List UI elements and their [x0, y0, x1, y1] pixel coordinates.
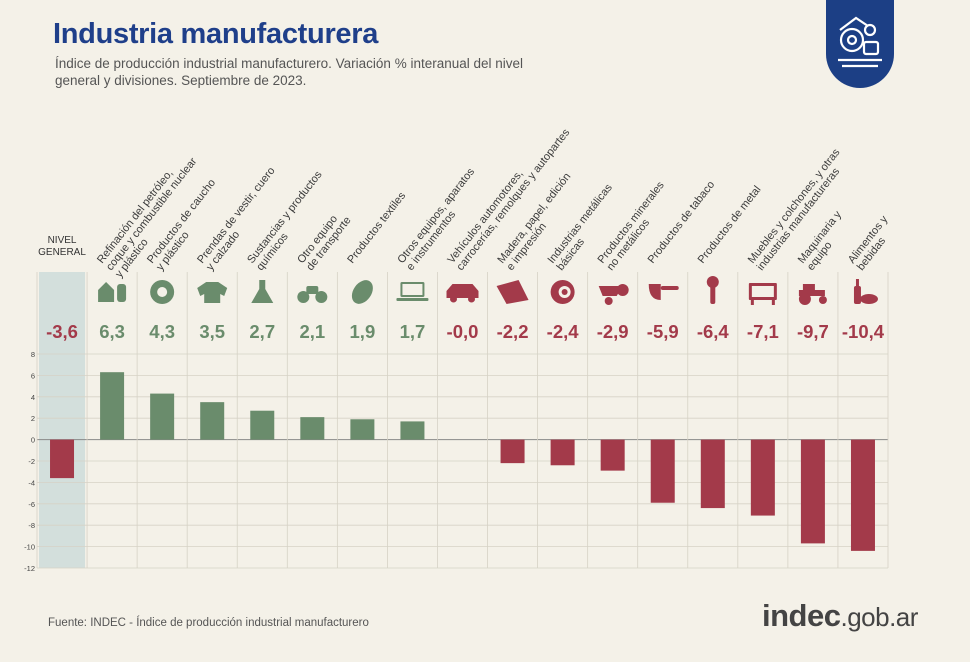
refinery-icon: [98, 282, 127, 302]
bar: [400, 421, 425, 440]
y-tick-label: 2: [31, 414, 35, 423]
value-label: -6,4: [697, 321, 730, 342]
bar: [700, 439, 725, 509]
furniture-icon: [748, 283, 777, 305]
bar: [850, 439, 875, 551]
bar: [800, 439, 825, 544]
value-label: 3,5: [199, 321, 225, 342]
bar: [750, 439, 775, 516]
metal-coil-icon: [550, 280, 575, 304]
bar: [250, 410, 275, 440]
motorcycle-icon: [297, 286, 328, 303]
value-label: -7,1: [747, 321, 779, 342]
y-tick-label: -8: [28, 521, 35, 530]
y-tick-label: -2: [28, 457, 35, 466]
factory-gear-icon: [838, 16, 882, 68]
wrench-icon: [706, 276, 719, 304]
value-label: -5,9: [647, 321, 679, 342]
brand-name: indec: [762, 598, 841, 633]
y-tick-label: -10: [24, 543, 35, 552]
page-title: Industria manufacturera: [53, 18, 379, 50]
value-label: 1,7: [400, 321, 426, 342]
y-tick-label: -4: [28, 478, 35, 487]
sweater-icon: [197, 282, 228, 303]
value-label: -10,4: [842, 321, 885, 342]
category-label: NIVEL: [48, 235, 77, 246]
flask-icon: [251, 280, 274, 303]
y-tick-label: 4: [31, 393, 35, 402]
wheelbarrow-icon: [598, 284, 629, 305]
bar: [600, 439, 625, 471]
pipe-icon: [648, 284, 679, 300]
value-label: 2,7: [249, 321, 275, 342]
source-note: Fuente: INDEC - Índice de producción ind…: [48, 617, 369, 629]
value-label: -2,4: [547, 321, 580, 342]
tractor-icon: [798, 284, 827, 305]
bar: [550, 439, 575, 466]
bar: [650, 439, 675, 503]
value-label: -0,0: [447, 321, 479, 342]
value-label: -2,9: [597, 321, 629, 342]
y-tick-label: 6: [31, 371, 35, 380]
y-tick-label: 0: [31, 436, 35, 445]
highlight-band: [39, 272, 86, 568]
value-label: -2,2: [497, 321, 529, 342]
bar: [150, 393, 175, 440]
tire-icon: [150, 280, 175, 304]
value-label: -3,6: [46, 321, 78, 342]
y-tick-label: -6: [28, 500, 35, 509]
car-icon: [446, 284, 479, 303]
bar: [300, 417, 325, 440]
value-label: 6,3: [99, 321, 125, 342]
y-tick-label: -12: [24, 564, 35, 573]
bar: [50, 439, 75, 479]
category-label: GENERAL: [38, 247, 86, 258]
bar: [200, 402, 225, 440]
value-label: 1,9: [350, 321, 376, 342]
laptop-icon: [396, 282, 429, 301]
bar: [350, 419, 375, 440]
brand-domain: .gob.ar: [840, 602, 918, 632]
bar: [100, 372, 125, 440]
industry-badge: [826, 0, 894, 88]
value-label: 2,1: [299, 321, 325, 342]
page-subtitle: Índice de producción industrial manufact…: [55, 56, 524, 88]
value-label: -9,7: [797, 321, 829, 342]
value-label: 4,3: [149, 321, 175, 342]
bar: [500, 439, 525, 464]
indec-logo: indec.gob.ar: [762, 598, 918, 634]
thread-spool-icon: [351, 280, 373, 304]
paper-icon: [496, 280, 529, 304]
bottle-bread-icon: [853, 279, 878, 304]
y-tick-label: 8: [31, 350, 35, 359]
